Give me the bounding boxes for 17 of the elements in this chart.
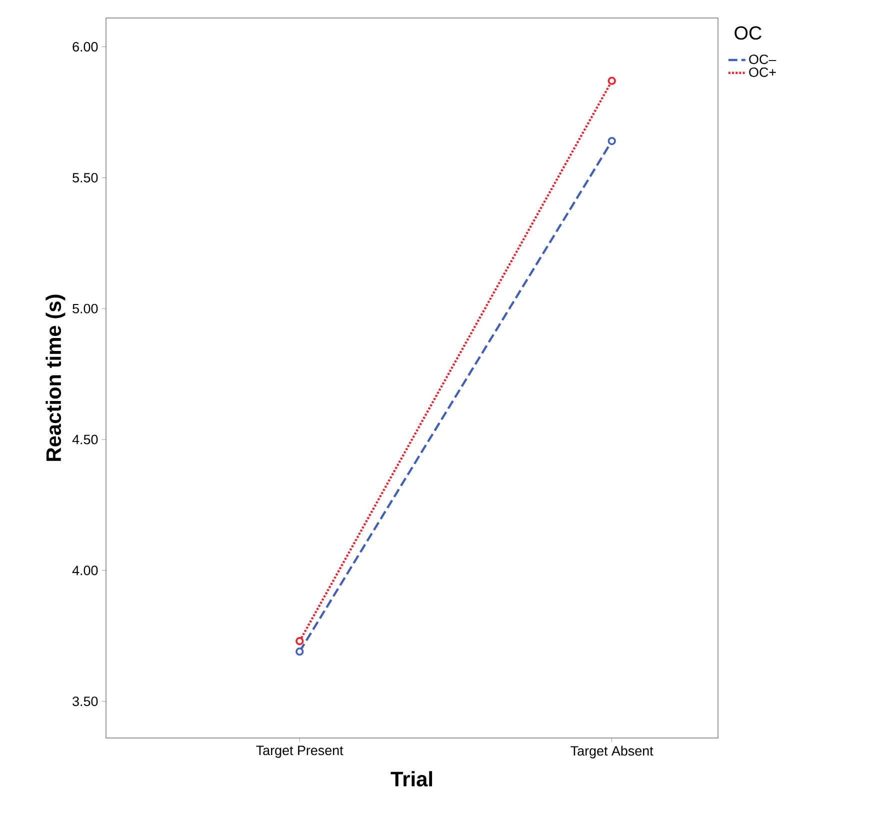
x-tick-label: Target Present <box>256 746 344 758</box>
legend-label: OC– <box>749 54 776 64</box>
y-tick-label: 6.00 <box>72 42 98 52</box>
x-tick-label: Target Absent <box>570 746 654 758</box>
legend-title: OC <box>734 26 762 40</box>
y-axis-title: Reaction time (s) <box>46 294 66 461</box>
y-tick-label: 3.50 <box>72 696 98 706</box>
point <box>608 136 616 146</box>
point <box>296 648 304 656</box>
y-tick-label: 5.00 <box>72 304 98 314</box>
y-tick-label: 4.50 <box>72 434 98 444</box>
x-axis-title: Trial <box>390 771 432 786</box>
legend-label: OC+ <box>749 67 776 77</box>
y-tick-label: 4.00 <box>72 566 98 576</box>
y-tick-label: 5.50 <box>72 172 98 182</box>
point <box>608 76 616 85</box>
point <box>296 637 304 646</box>
